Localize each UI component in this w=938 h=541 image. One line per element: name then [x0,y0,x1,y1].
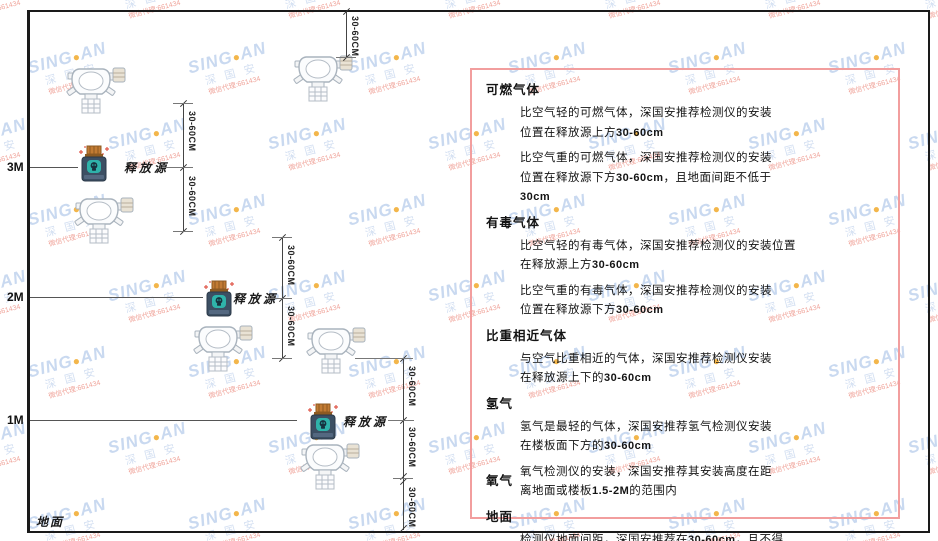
height-label-2m: 2M [7,290,24,304]
guide-paragraph: 比空气轻的有毒气体，深国安推荐检测仪的安装位置 在释放源上方30-60cm [520,237,884,276]
dimension-line [282,237,283,358]
release-source-label: 释放源 [233,292,279,306]
dimension-ext [393,478,413,479]
guide-section: 氧气 氧气检测仪的安装，深国安推荐其安装高度在距 离地面或楼板1.5-2M的范围内 [486,463,884,502]
dimension-label: 30-60CM [187,111,197,152]
dimension-ext [165,167,193,168]
dimension-ext [173,231,193,232]
dimension-label: 30-60CM [407,487,417,528]
dimension-ext [268,298,292,299]
dimension-tick [399,524,408,533]
guide-line: 位置在释放源下方30-60cm [520,304,664,316]
dimension-label: 30-60CM [407,427,417,468]
gas-detector-icon [300,443,360,490]
guide-paragraph: 比空气轻的可燃气体，深国安推荐检测仪的安装 位置在释放源上方30-60cm [520,104,884,143]
dimension-label: 30-60CM [187,176,197,217]
guide-line: 与空气比重相近的气体，深国安推荐检测仪安装 [520,352,772,365]
gas-detector-icon [74,197,134,244]
level-line-1m [30,420,297,421]
guide-section: 有毒气体比空气轻的有毒气体，深国安推荐检测仪的安装位置 在释放源上方30-60cm… [486,214,884,321]
guide-line: 氧气检测仪的安装，深国安推荐其安装高度在距 [520,465,772,478]
dimension-label: 30-60CM [407,366,417,407]
dimension-line [346,11,347,57]
guide-section: 地面检测仪地面间距，深国安推荐在30-60cm，且不得小于30cm，因为过低容易… [486,508,884,541]
dimension-ext [336,57,356,58]
guide-paragraph: 氢气是最轻的气体，深国安推荐氢气检测仪安装 在楼板面下方的30-60cm [520,418,884,457]
guide-section: 氢气 氢气是最轻的气体，深国安推荐氢气检测仪安装 在楼板面下方的30-60cm [486,395,884,457]
gas-detector-icon [193,325,253,372]
room-outline [27,10,930,533]
dimension-ext [355,358,413,359]
gas-detector-icon [66,67,126,114]
guide-line: 检测仪地面间距，深国安推荐在30-60cm，且不得 [520,533,784,541]
guide-section: 可燃气体比空气轻的可燃气体，深国安推荐检测仪的安装 位置在释放源上方30-60cm… [486,81,884,208]
guide-section: 比重相近气体与空气比重相近的气体，深国安推荐检测仪安装 在释放源上下的30-60c… [486,327,884,389]
guide-paragraph: 与空气比重相近的气体，深国安推荐检测仪安装 在释放源上下的30-60cm [520,350,884,389]
gas-detector-icon [306,327,366,374]
guide-section-heading: 可燃气体 [486,83,541,97]
guide-paragraph: 氧气检测仪的安装，深国安推荐其安装高度在距 离地面或楼板1.5-2M的范围内 [520,463,884,502]
dimension-ext [272,358,292,359]
dimension-ext [272,237,292,238]
gas-detector-icon [293,55,353,102]
height-label-3m: 3M [7,160,24,174]
installation-guide-panel: 可燃气体比空气轻的可燃气体，深国安推荐检测仪的安装 位置在释放源上方30-60cm… [470,68,900,541]
guide-paragraph: 比空气重的有毒气体，深国安推荐检测仪的安装 位置在释放源下方30-60cm [520,282,884,321]
ground-label: 地面 [36,515,65,529]
guide-section-heading: 氧气 [486,473,514,488]
release-source-icon [203,280,235,317]
guide-line: 在释放源上下的30-60cm [520,372,652,384]
guide-line: 30cm [520,191,551,203]
guide-section-heading: 比重相近气体 [486,328,568,343]
guide-line: 离地面或楼板1.5-2M的范围内 [520,485,678,497]
guide-line: 位置在释放源下方30-60cm，且地面间距不低于 [520,171,772,184]
guide-paragraph: 检测仪地面间距，深国安推荐在30-60cm，且不得小于30cm，因为过低容易水溅… [520,531,884,541]
guide-line: 在释放源上方30-60cm [520,259,640,271]
level-line-3m [30,167,78,168]
guide-paragraph: 比空气重的可燃气体，深国安推荐检测仪的安装 位置在释放源下方30-60cm，且地面… [520,149,884,208]
guide-section-heading: 氢气 [486,396,514,411]
dimension-ext [388,420,414,421]
guide-line: 位置在释放源上方30-60cm [520,126,664,139]
level-line-2m [30,297,203,298]
guide-line: 氢气是最轻的气体，深国安推荐氢气检测仪安装 [520,420,772,433]
guide-line: 在楼板面下方的30-60cm [520,440,652,452]
dimension-ext [173,103,193,104]
guide-line: 比空气重的有毒气体，深国安推荐检测仪的安装 [520,284,772,297]
height-label-1m: 1M [7,413,24,427]
release-source-icon [78,145,110,182]
dimension-label: 30-60CM [286,245,296,286]
guide-line: 比空气轻的可燃气体，深国安推荐检测仪的安装 [520,107,772,119]
guide-section-heading: 有毒气体 [486,215,541,230]
dimension-label: 30-60CM [286,306,296,347]
dimension-label: 30-60CM [350,16,360,57]
release-source-icon [307,403,339,440]
dimension-line [403,358,404,530]
release-source-label: 释放源 [343,415,389,429]
guide-line: 比空气轻的有毒气体，深国安推荐检测仪的安装位置 [520,239,796,252]
guide-line: 比空气重的可燃气体，深国安推荐检测仪的安装 [520,152,772,164]
release-source-label: 释放源 [124,161,170,175]
guide-section-heading: 地面 [486,509,514,524]
